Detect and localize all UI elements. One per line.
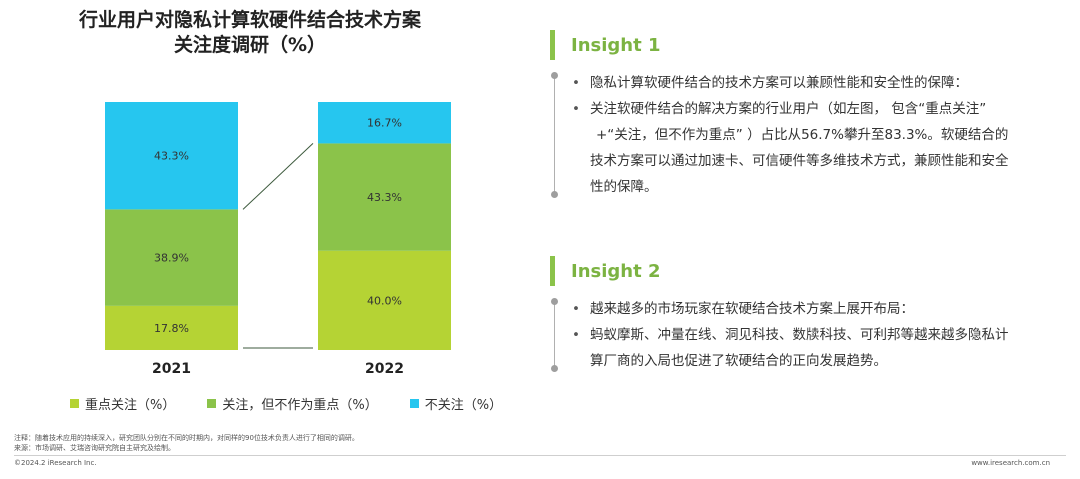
bar-segment-2021-0 — [105, 305, 238, 350]
insight-1-title: Insight 1 — [571, 34, 661, 56]
legend-label-focus: 重点关注（%） — [85, 398, 176, 413]
insight-2-title: Insight 2 — [571, 260, 661, 282]
insight-1-bullet-2-line-1: 关注软硬件结合的解决方案的行业用户（如左图， 包含“重点关注” — [590, 101, 987, 117]
legend-item-focus: 重点关注（%） — [70, 394, 175, 413]
bar-segment-2021-1 — [105, 209, 238, 306]
data-label-2021-1: 38.9% — [154, 252, 189, 265]
insight-1-bullet: 隐私计算软硬件结合的技术方案可以兼顾性能和安全性的保障： — [572, 70, 1060, 96]
insight-1-bullet-2-line-4: 性的保障。 — [590, 179, 658, 195]
insight-1-bullet: 关注软硬件结合的解决方案的行业用户（如左图， 包含“重点关注” +“关注，但不作… — [572, 96, 1060, 200]
insight-1-panel: Insight 1 隐私计算软硬件结合的技术方案可以兼顾性能和安全性的保障： 关… — [550, 30, 1060, 200]
connector-line-top — [242, 143, 314, 210]
insight-1-bullet-2-line-3: 技术方案可以通过加速卡、可信硬件等多维技术方式，兼顾性能和安全 — [590, 153, 1009, 169]
insight-2-dot-bottom — [551, 365, 558, 372]
legend-swatch-focus — [70, 399, 79, 408]
insight-2-bullet-2-line-1: 蚂蚁摩斯、冲量在线、洞见科技、数牍科技、可利邦等越来越多隐私计 — [590, 327, 1009, 343]
bar-segment-2022-1 — [318, 143, 451, 251]
insight-1-accent-bar — [550, 30, 555, 60]
footer-source: 来源：市场调研、艾瑞咨询研究院自主研究及绘制。 — [14, 444, 175, 452]
footer-note: 注释：随着技术应用的持续深入，研究团队分别在不同的时期内，对同样的90位技术负责… — [14, 434, 359, 442]
chart-title: 行业用户对隐私计算软硬件结合技术方案 关注度调研（%） — [30, 8, 470, 58]
insight-1-dot-top — [551, 72, 558, 79]
legend-swatch-no-attention — [409, 399, 419, 408]
insight-1-bullet-2-line-2: +“关注，但不作为重点” ）占比从56.7%攀升至83.3%。软硬结合的 — [596, 127, 1009, 143]
legend-swatch-attention — [207, 399, 217, 408]
category-label-2021: 2021 — [152, 361, 191, 377]
chart-legend: 重点关注（%） 关注，但不作为重点（%） 不关注（%） — [70, 394, 502, 413]
footer-divider — [14, 455, 1066, 456]
bar-segment-2021-2 — [105, 102, 238, 210]
bar-segment-2022-0 — [318, 250, 451, 350]
insight-2-body: 越来越多的市场玩家在软硬结合技术方案上展开布局： 蚂蚁摩斯、冲量在线、洞见科技、… — [550, 296, 1060, 374]
legend-item-no-attention: 不关注（%） — [409, 394, 503, 413]
insight-2-panel: Insight 2 越来越多的市场玩家在软硬结合技术方案上展开布局： 蚂蚁摩斯、… — [550, 256, 1060, 374]
chart-title-line2: 关注度调研（%） — [173, 34, 327, 56]
insight-2-bullet: 越来越多的市场玩家在软硬结合技术方案上展开布局： — [572, 296, 1060, 322]
insight-2-dot-top — [551, 298, 558, 305]
insight-1-header: Insight 1 — [550, 30, 1060, 60]
data-label-2021-0: 17.8% — [154, 322, 189, 335]
legend-item-attention: 关注，但不作为重点（%） — [207, 394, 378, 413]
data-label-2022-2: 16.7% — [367, 117, 402, 130]
insight-2-timeline — [554, 302, 555, 368]
stacked-bar-chart: 17.8% 38.9% 43.3% 2021 40.0% 43.3% 16.7% 2022 — [105, 102, 451, 377]
insight-1-bullet-1-line-1: 隐私计算软硬件结合的技术方案可以兼顾性能和安全性的保障： — [590, 75, 968, 91]
insight-2-bullet-2-line-2: 算厂商的入局也促进了软硬结合的正向发展趋势。 — [590, 353, 887, 369]
chart-title-line1: 行业用户对隐私计算软硬件结合技术方案 — [78, 9, 421, 31]
data-label-2021-2: 43.3% — [154, 150, 189, 163]
footer-website-link[interactable]: www.iresearch.com.cn — [971, 459, 1050, 467]
legend-label-no-attention: 不关注（%） — [424, 398, 503, 413]
legend-label-attention: 关注，但不作为重点（%） — [222, 398, 378, 413]
data-label-2022-1: 43.3% — [367, 191, 402, 204]
insight-2-accent-bar — [550, 256, 555, 286]
insight-2-bullet: 蚂蚁摩斯、冲量在线、洞见科技、数牍科技、可利邦等越来越多隐私计 算厂商的入局也促… — [572, 322, 1060, 374]
footer-copyright: ©2024.2 iResearch Inc. — [14, 459, 97, 467]
data-label-2022-0: 40.0% — [367, 294, 402, 307]
insight-2-bullet-1-line-1: 越来越多的市场玩家在软硬结合技术方案上展开布局： — [590, 301, 914, 317]
insight-1-body: 隐私计算软硬件结合的技术方案可以兼顾性能和安全性的保障： 关注软硬件结合的解决方… — [550, 70, 1060, 200]
bar-segment-2022-2 — [318, 102, 451, 144]
insight-2-header: Insight 2 — [550, 256, 1060, 286]
insight-1-timeline — [554, 76, 555, 194]
category-label-2022: 2022 — [365, 361, 404, 377]
insight-1-dot-bottom — [551, 191, 558, 198]
